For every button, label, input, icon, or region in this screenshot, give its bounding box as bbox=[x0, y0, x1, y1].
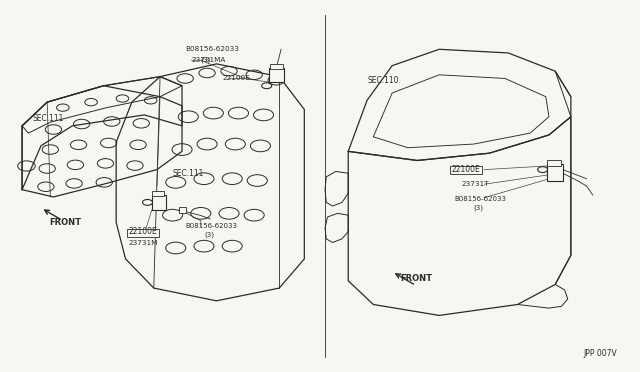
Bar bbox=[269, 68, 284, 82]
Text: B08156-62033: B08156-62033 bbox=[185, 223, 237, 229]
Text: 22100E: 22100E bbox=[452, 165, 481, 174]
Text: 23731M: 23731M bbox=[129, 240, 158, 246]
Text: (3): (3) bbox=[201, 56, 211, 63]
Text: 23731MA: 23731MA bbox=[191, 57, 226, 63]
Bar bbox=[179, 207, 186, 214]
Bar bbox=[547, 164, 563, 180]
Bar bbox=[152, 192, 164, 196]
Bar bbox=[127, 229, 159, 237]
Text: 22100E: 22100E bbox=[223, 76, 250, 81]
Text: B08156-62033: B08156-62033 bbox=[455, 196, 507, 202]
Text: 23731T: 23731T bbox=[461, 181, 488, 187]
Text: SEC.111: SEC.111 bbox=[173, 169, 204, 178]
Text: B08156-62033: B08156-62033 bbox=[185, 46, 239, 52]
Text: 22100E: 22100E bbox=[129, 227, 157, 236]
Text: SEC.110: SEC.110 bbox=[367, 76, 399, 85]
Text: SEC.111: SEC.111 bbox=[33, 114, 64, 123]
Text: FRONT: FRONT bbox=[49, 218, 81, 227]
Bar bbox=[547, 160, 561, 166]
Bar bbox=[270, 64, 283, 69]
Text: (3): (3) bbox=[474, 205, 484, 211]
Text: FRONT: FRONT bbox=[400, 275, 432, 283]
Text: (3): (3) bbox=[204, 232, 214, 238]
Bar bbox=[152, 195, 166, 210]
Bar bbox=[450, 166, 483, 174]
Text: JPP 007V: JPP 007V bbox=[584, 349, 617, 358]
